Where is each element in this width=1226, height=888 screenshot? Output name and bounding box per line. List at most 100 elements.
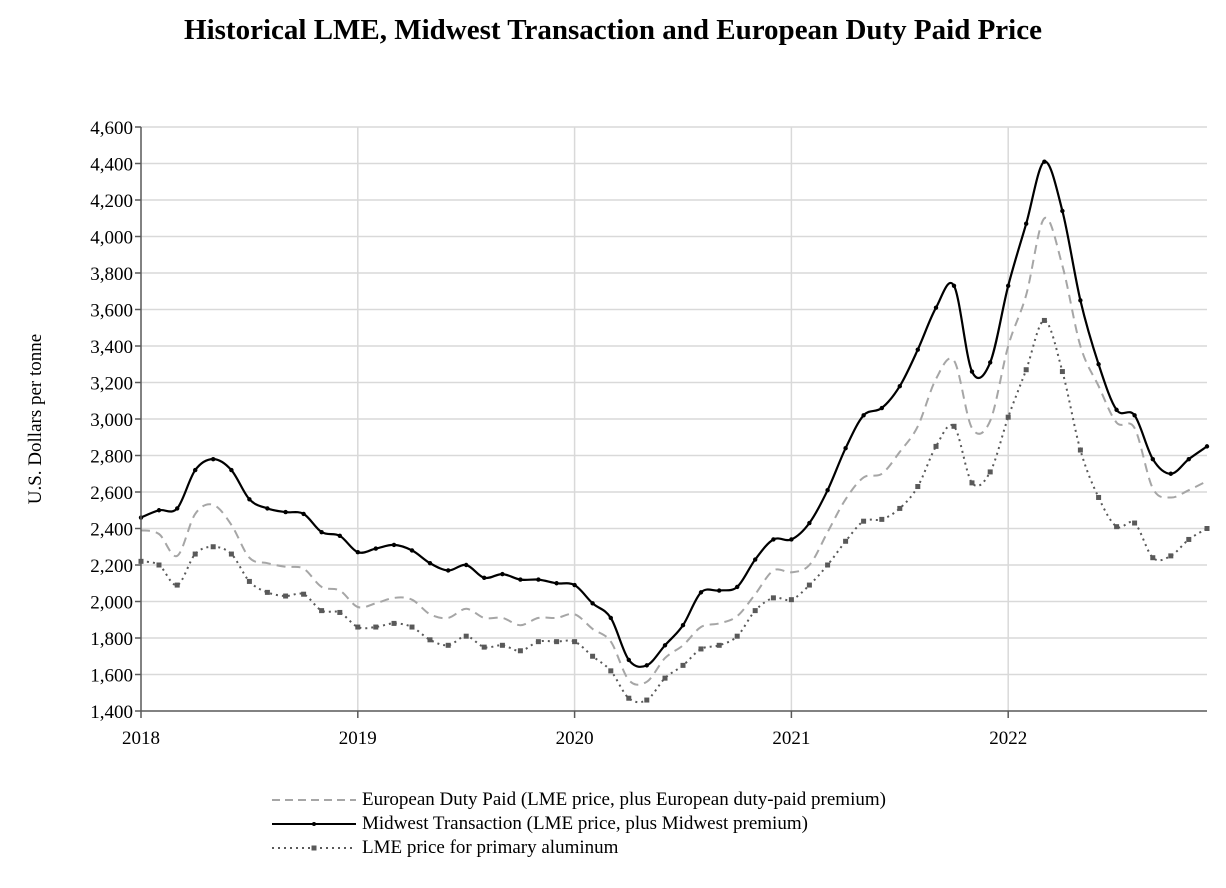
data-point-lme-primary <box>644 697 650 703</box>
y-tick-label: 4,200 <box>90 191 133 212</box>
legend: European Duty Paid (LME price, plus Euro… <box>272 788 886 860</box>
data-point-lme-primary <box>861 518 867 524</box>
data-point-lme-primary <box>337 609 343 615</box>
data-point-lme-primary <box>228 551 234 557</box>
data-point-lme-primary <box>301 591 307 597</box>
x-tick-label: 2019 <box>339 728 377 749</box>
data-point-midwest-transaction <box>771 537 776 542</box>
series-line-midwest-transaction <box>140 160 1208 668</box>
gridlines <box>141 126 1207 711</box>
data-point-midwest-transaction <box>536 577 541 582</box>
data-point-lme-primary <box>825 562 831 568</box>
data-point-lme-primary <box>680 662 686 668</box>
data-point-midwest-transaction <box>1150 456 1156 462</box>
data-point-midwest-transaction <box>662 643 668 648</box>
data-point-lme-primary <box>951 423 957 429</box>
data-point-lme-primary <box>1077 447 1083 453</box>
data-point-lme-primary <box>554 639 560 645</box>
data-point-midwest-transaction <box>265 506 270 511</box>
data-point-midwest-transaction <box>897 383 902 389</box>
data-point-lme-primary <box>770 595 776 601</box>
data-point-lme-primary <box>481 644 487 650</box>
data-point-lme-primary <box>210 544 216 550</box>
data-point-midwest-transaction <box>554 581 559 586</box>
y-tick-label: 3,200 <box>90 374 133 395</box>
data-point-lme-primary <box>608 668 614 674</box>
data-point-midwest-transaction <box>807 520 812 526</box>
data-point-midwest-transaction <box>229 467 234 473</box>
x-tick-label: 2018 <box>122 728 160 749</box>
data-point-lme-primary <box>499 642 505 648</box>
data-point-midwest-transaction <box>843 446 848 451</box>
y-tick-label: 4,000 <box>90 228 133 249</box>
data-point-midwest-transaction <box>283 509 288 515</box>
data-point-lme-primary <box>662 675 668 681</box>
data-point-lme-primary <box>1186 536 1192 542</box>
data-point-lme-primary <box>572 639 578 645</box>
data-point-midwest-transaction <box>463 562 469 568</box>
legend-label-european: European Duty Paid (LME price, plus Euro… <box>362 789 886 810</box>
data-point-midwest-transaction <box>247 497 252 502</box>
legend-label-lme: LME price for primary aluminum <box>362 837 619 858</box>
series-line-lme-primary <box>140 319 1208 704</box>
data-point-midwest-transaction <box>789 537 794 542</box>
data-point-lme-primary <box>987 469 993 475</box>
data-point-midwest-transaction <box>156 508 162 513</box>
data-point-midwest-transaction <box>446 568 451 573</box>
legend-label-midwest: Midwest Transaction (LME price, plus Mid… <box>362 813 808 834</box>
x-tick-label: 2021 <box>772 728 810 749</box>
data-point-lme-primary <box>915 484 921 490</box>
data-point-lme-primary <box>626 695 632 701</box>
series-line-european-duty-paid <box>140 217 1208 686</box>
y-tick-label: 2,600 <box>90 483 133 504</box>
data-point-midwest-transaction <box>1060 208 1065 214</box>
x-tick-label: 2020 <box>556 728 594 749</box>
data-point-midwest-transaction <box>752 557 758 562</box>
data-point-lme-primary <box>1041 317 1047 323</box>
y-tick-label: 3,800 <box>90 264 133 285</box>
data-point-lme-primary <box>879 516 885 522</box>
data-point-midwest-transaction <box>1042 159 1047 164</box>
data-point-lme-primary <box>156 562 162 568</box>
data-point-lme-primary <box>1023 367 1029 373</box>
chart-title: Historical LME, Midwest Transaction and … <box>184 14 1042 46</box>
data-point-lme-primary <box>1132 520 1138 526</box>
data-point-midwest-transaction <box>861 413 866 418</box>
legend-swatch-european <box>272 799 356 801</box>
legend-swatch-lme <box>272 845 356 851</box>
data-point-midwest-transaction <box>626 657 631 663</box>
data-point-midwest-transaction <box>951 283 957 288</box>
data-point-midwest-transaction <box>409 548 415 553</box>
y-tick-label: 2,200 <box>90 556 133 577</box>
data-point-lme-primary <box>1114 524 1120 530</box>
y-tick-label: 2,400 <box>90 520 133 541</box>
data-point-midwest-transaction <box>355 550 360 555</box>
data-point-midwest-transaction <box>391 542 397 548</box>
axes: 1,400 1,600 1,800 2,000 2,200 2,400 2,600 2,800… <box>90 118 1207 749</box>
data-point-lme-primary <box>734 633 740 639</box>
data-point-lme-primary <box>752 608 758 614</box>
data-point-midwest-transaction <box>192 467 198 473</box>
legend-item-midwest: Midwest Transaction (LME price, plus Mid… <box>272 812 886 836</box>
legend-item-european: European Duty Paid (LME price, plus Euro… <box>272 788 886 812</box>
data-point-lme-primary <box>1096 494 1102 500</box>
y-tick-label: 2,800 <box>90 447 133 468</box>
data-point-midwest-transaction <box>1114 407 1119 413</box>
data-point-midwest-transaction <box>337 533 343 538</box>
data-point-lme-primary <box>174 582 180 588</box>
x-tick-label: 2022 <box>989 728 1027 749</box>
data-point-midwest-transaction <box>518 577 523 582</box>
data-point-lme-primary <box>897 505 903 511</box>
y-tick-label: 4,600 <box>90 118 133 139</box>
data-point-midwest-transaction <box>825 487 830 493</box>
data-point-lme-primary <box>192 551 198 557</box>
data-point-midwest-transaction <box>572 582 577 588</box>
data-point-lme-primary <box>1005 414 1011 420</box>
data-point-midwest-transaction <box>500 571 505 577</box>
data-point-midwest-transaction <box>644 663 649 668</box>
y-tick-label: 4,400 <box>90 155 133 176</box>
data-point-midwest-transaction <box>988 360 993 365</box>
data-point-lme-primary <box>698 646 704 652</box>
